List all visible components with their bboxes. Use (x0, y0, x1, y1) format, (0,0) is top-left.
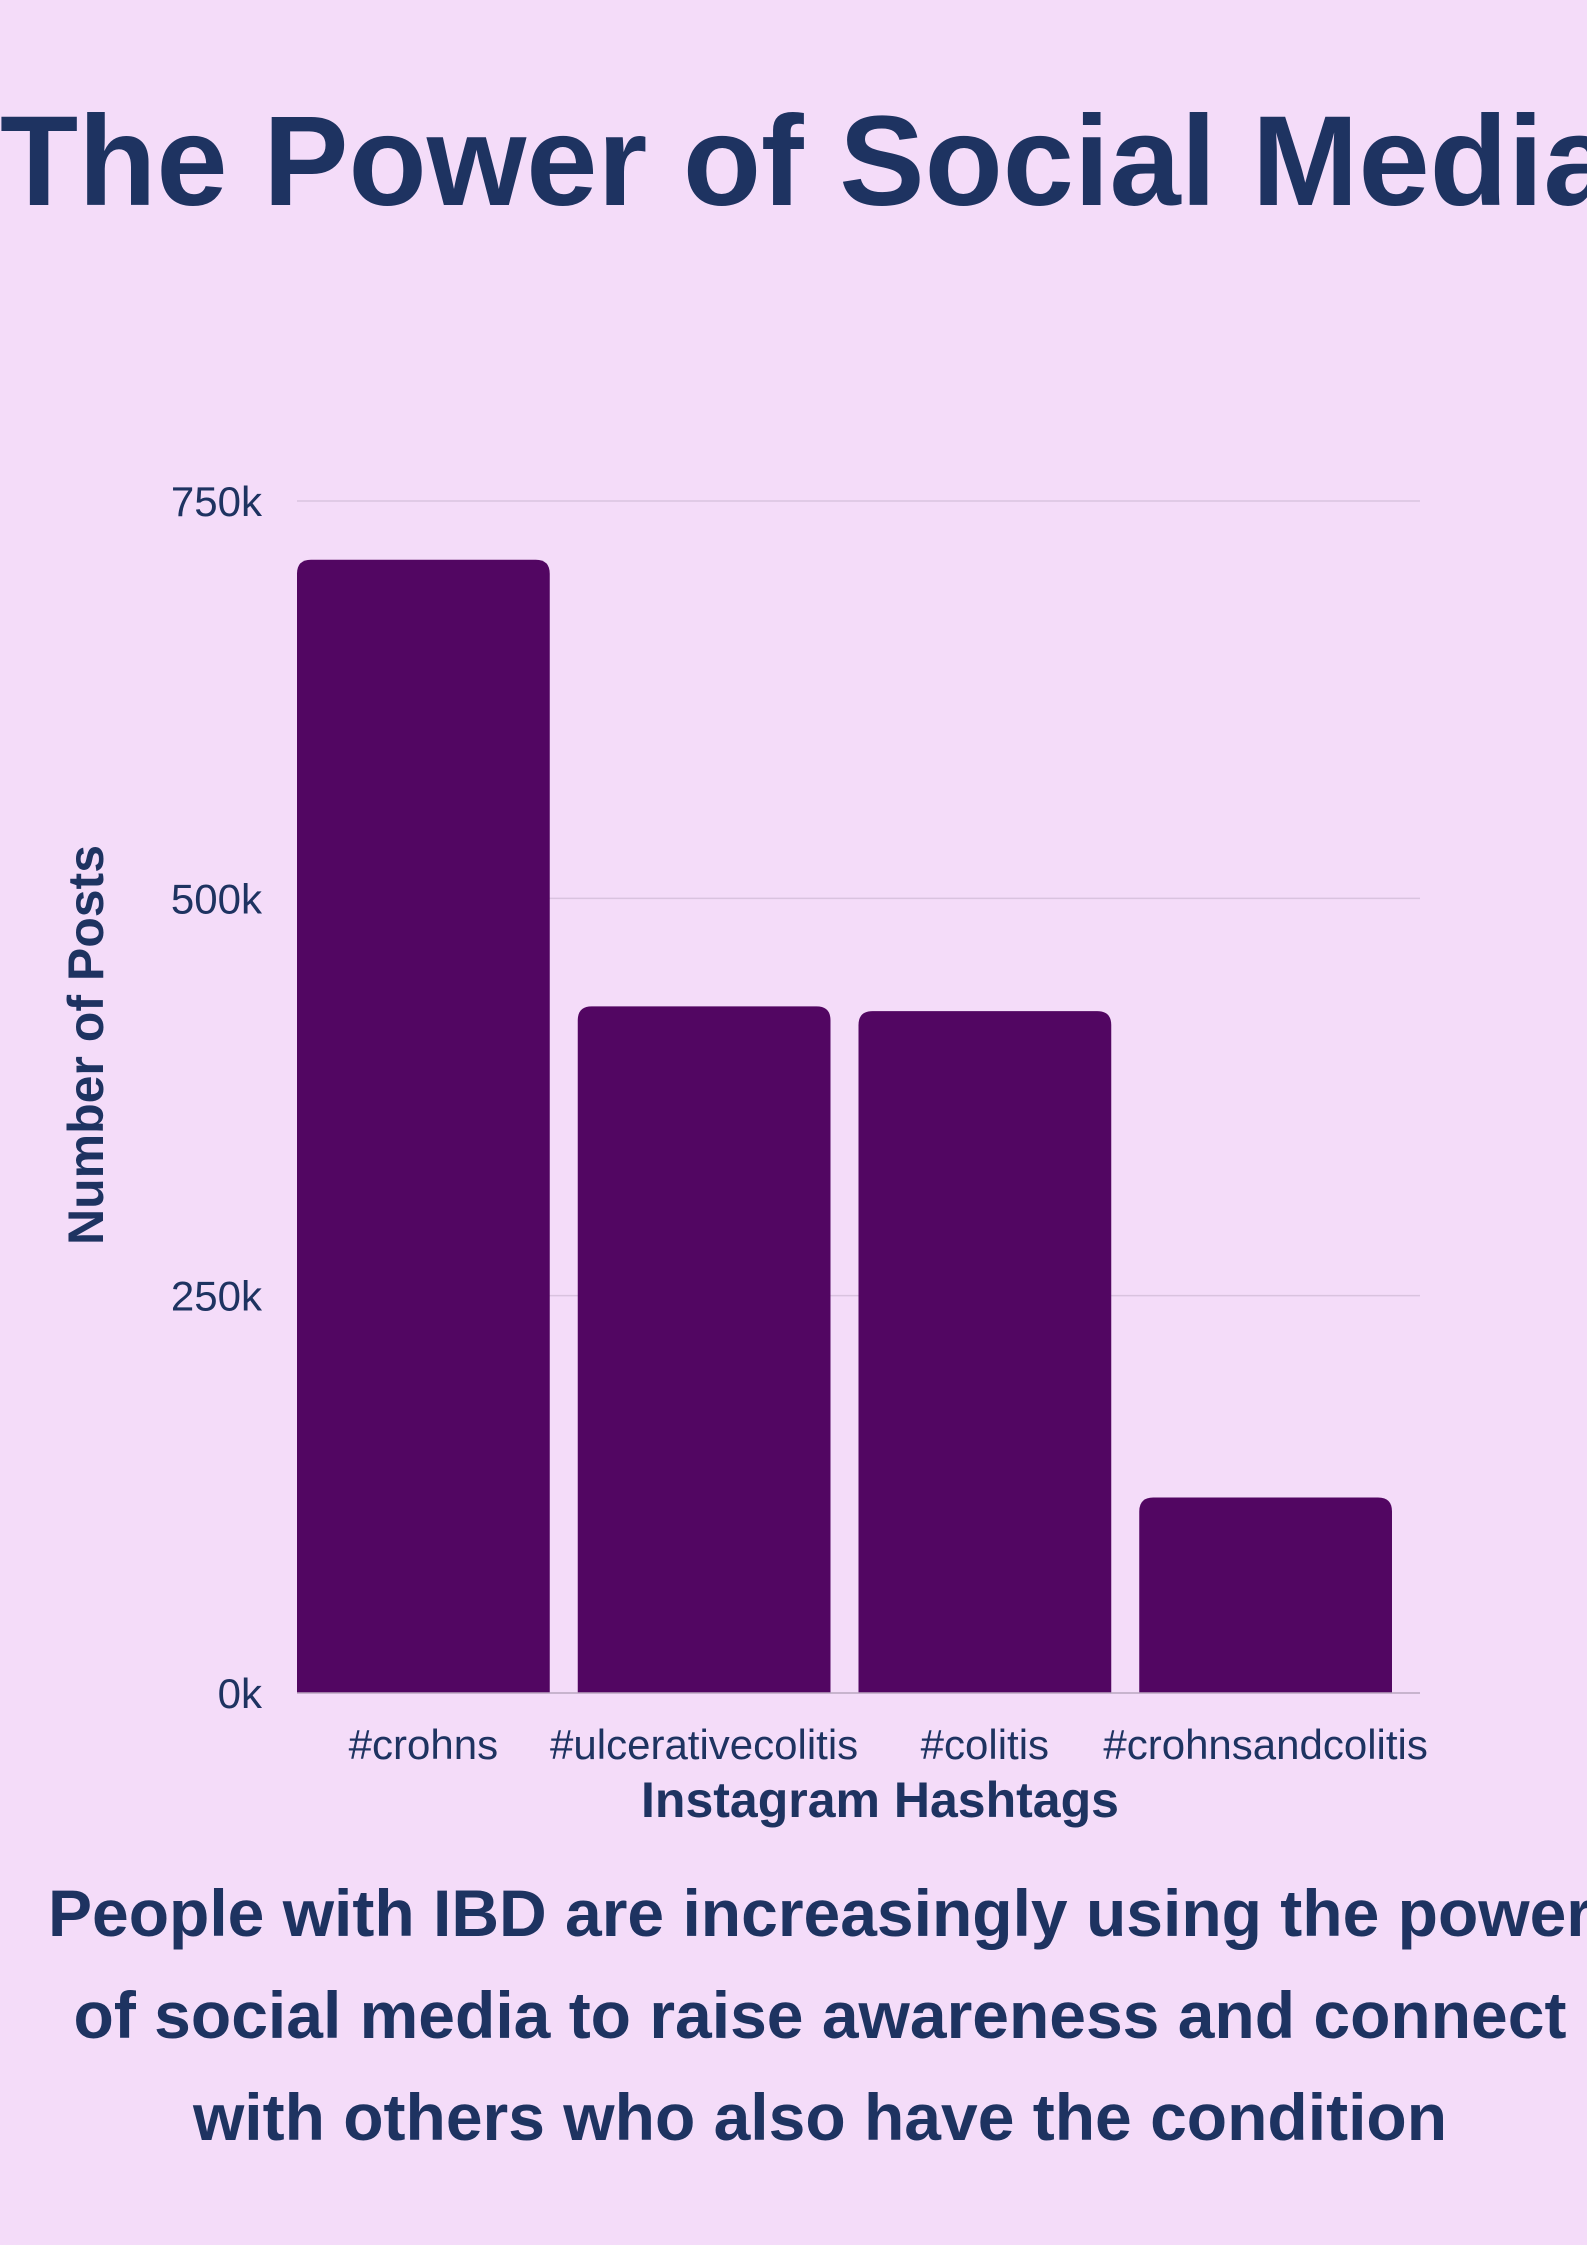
bar-crohnsandcolitis (1139, 1497, 1392, 1693)
y-tick-label: 750k (171, 478, 263, 525)
y-tick-label: 0k (218, 1670, 263, 1717)
page-title: The Power of Social Media (0, 90, 1587, 233)
x-axis-label: Instagram Hashtags (641, 1772, 1119, 1828)
x-tick-label: #ulcerativecolitis (550, 1721, 858, 1768)
bar-colitis (858, 1011, 1112, 1693)
caption: People with IBD are increasingly using t… (47, 1876, 1587, 2154)
x-axis-ticks: #crohns #ulcerativecolitis #colitis #crohns… (349, 1721, 1428, 1768)
x-tick-label: #colitis (921, 1721, 1049, 1768)
bar-chart: 0k 250k 500k 750k #crohns #ulcerativecolitis… (58, 478, 1428, 1828)
y-axis-label: Number of Posts (58, 845, 114, 1245)
y-tick-label: 500k (171, 875, 263, 922)
bar-ulcerativecolitis (577, 1006, 831, 1693)
x-tick-label: #crohns (349, 1721, 498, 1768)
bar-crohns (297, 559, 550, 1693)
y-axis-ticks: 0k 250k 500k 750k (171, 478, 263, 1717)
y-tick-label: 250k (171, 1273, 263, 1320)
x-tick-label: #crohnsandcolitis (1103, 1721, 1428, 1768)
bars (297, 559, 1392, 1693)
